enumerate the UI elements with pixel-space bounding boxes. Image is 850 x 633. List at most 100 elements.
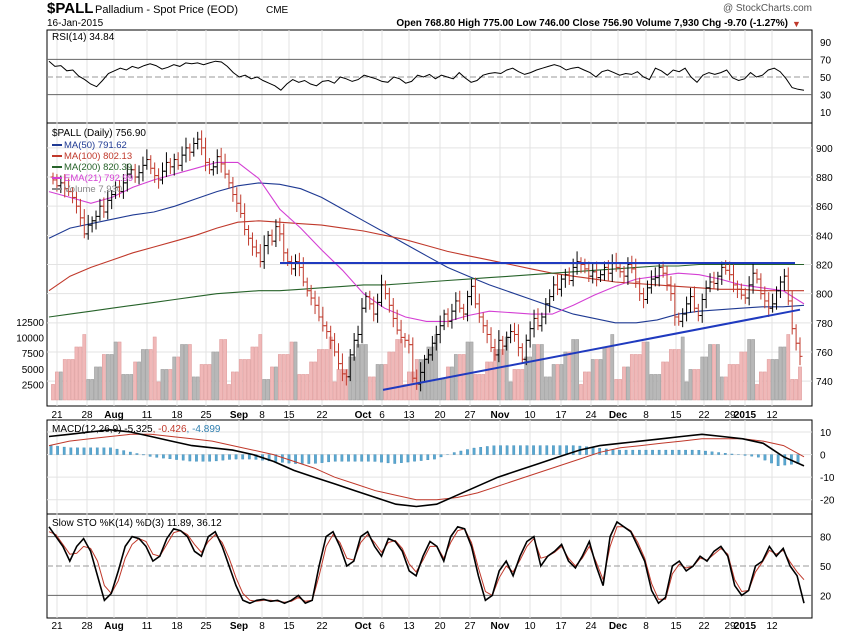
- volume-bar: [274, 366, 278, 401]
- macd-histogram-bar: [353, 454, 357, 462]
- volume-bar: [254, 346, 259, 401]
- macd-histogram-bar: [76, 447, 79, 455]
- macd-histogram-bar: [439, 454, 443, 458]
- volume-bar: [786, 334, 791, 401]
- volume-bar: [289, 341, 294, 401]
- volume-bar: [547, 376, 552, 401]
- macd-histogram-bar: [386, 454, 390, 464]
- x-tick-label-bottom: 13: [403, 621, 415, 632]
- volume-bar: [590, 359, 595, 401]
- volume-bar: [782, 346, 787, 401]
- volume-bar: [551, 364, 556, 401]
- macd-title-label: MACD(12,26,9): [52, 424, 121, 435]
- price-y-tick: 760: [816, 348, 833, 359]
- macd-signal-value: , -0.426: [153, 424, 187, 435]
- x-tick-label: 27: [464, 410, 476, 421]
- volume-bar: [629, 354, 634, 401]
- macd-histogram-bar: [631, 449, 635, 455]
- volume-bar: [270, 366, 274, 401]
- x-tick-label: 29: [724, 410, 736, 421]
- instrument-name: Palladium - Spot Price (EOD): [95, 4, 238, 16]
- volume-bar: [508, 381, 513, 401]
- volume-bar: [563, 351, 568, 401]
- ohlc-summary: Open 768.80 High 775.00 Low 746.00 Close…: [396, 18, 788, 29]
- price-y-tick: 860: [816, 202, 833, 213]
- macd-histogram-bar: [538, 445, 542, 455]
- rsi-series: [48, 60, 805, 91]
- rsi-y-tick: 70: [820, 55, 832, 66]
- volume-bar: [532, 344, 536, 401]
- macd-hist-value: , -4.899: [187, 424, 221, 435]
- macd-histogram-bar: [49, 445, 53, 455]
- volume-bar: [364, 344, 368, 401]
- volume-bar: [618, 379, 622, 401]
- macd-histogram-bar: [221, 454, 225, 461]
- macd-histogram-bar: [267, 454, 271, 462]
- x-tick-label-bottom: 22: [698, 621, 710, 632]
- macd-histogram-bar: [591, 447, 595, 455]
- ma-series: [48, 182, 805, 324]
- macd-histogram-bar: [452, 452, 456, 455]
- down-arrow-icon: ▼: [792, 19, 801, 29]
- volume-bar: [211, 351, 216, 401]
- volume-bar: [360, 344, 364, 401]
- x-tick-label: 20: [434, 410, 446, 421]
- volume-bar: [231, 371, 235, 401]
- volume-bar: [739, 351, 744, 401]
- volume-bar: [105, 354, 110, 401]
- volume-bar: [234, 371, 239, 401]
- volume-bar: [645, 341, 650, 401]
- macd-histogram-bar: [419, 454, 423, 461]
- volume-bar: [94, 366, 98, 401]
- price-y-tick: 820: [816, 261, 833, 272]
- volume-y-tick: 12500: [16, 318, 44, 329]
- volume-bar: [555, 364, 560, 401]
- macd-histogram-bar: [459, 450, 463, 455]
- volume-bar: [469, 341, 474, 401]
- macd-histogram-bar: [704, 450, 707, 455]
- moving-averages: [48, 161, 805, 324]
- macd-histogram-bar: [347, 454, 350, 462]
- x-tick-label-bottom: Nov: [491, 621, 510, 632]
- macd-histogram-bar: [56, 446, 59, 455]
- x-tick-label: 2015: [734, 410, 757, 421]
- volume-bar: [242, 359, 247, 401]
- sto-y-tick: 50: [820, 562, 832, 573]
- macd-value: -5.325: [121, 424, 153, 435]
- volume-bar: [477, 374, 482, 401]
- x-tick-label-bottom: 21: [51, 621, 63, 632]
- exchange: CME: [266, 5, 289, 16]
- volume-bar: [238, 359, 243, 401]
- volume-bar: [688, 369, 693, 401]
- volume-bar: [180, 344, 184, 401]
- x-tick-label: 21: [51, 410, 63, 421]
- volume-bar: [512, 369, 517, 401]
- price-y-tick: 880: [816, 173, 833, 184]
- x-tick-label-bottom: 18: [171, 621, 183, 632]
- volume-bar: [559, 364, 564, 401]
- x-tick-label: 18: [171, 410, 183, 421]
- macd-histogram-bar: [472, 447, 476, 455]
- macd-histogram-bar: [756, 454, 760, 458]
- volume-bar: [285, 354, 290, 401]
- volume-bar: [133, 361, 137, 401]
- macd-histogram-bar: [340, 454, 344, 462]
- macd-histogram-bar: [710, 451, 714, 455]
- volume-bar: [277, 354, 282, 401]
- sto-y-tick: 80: [820, 533, 832, 544]
- volume-y-tick: 2500: [22, 380, 45, 391]
- volume-bar: [125, 374, 130, 401]
- volume-bar: [66, 359, 71, 401]
- volume-bar: [356, 344, 360, 401]
- volume-bar: [602, 346, 607, 401]
- x-tick-label: 15: [670, 410, 682, 421]
- volume-bar: [160, 369, 165, 401]
- volume-bar: [680, 336, 685, 401]
- axis-labels: 21 21 28 28 Aug Aug 11 11 18 18 25 25 Sep Sep 8 8 15 15 22…: [16, 38, 835, 632]
- volume-bar: [98, 366, 102, 401]
- volume-bar: [293, 341, 298, 401]
- x-tick-label-bottom: 28: [81, 621, 93, 632]
- volume-bar: [145, 349, 149, 401]
- volume-bar: [774, 359, 779, 401]
- volume-bar: [727, 364, 732, 401]
